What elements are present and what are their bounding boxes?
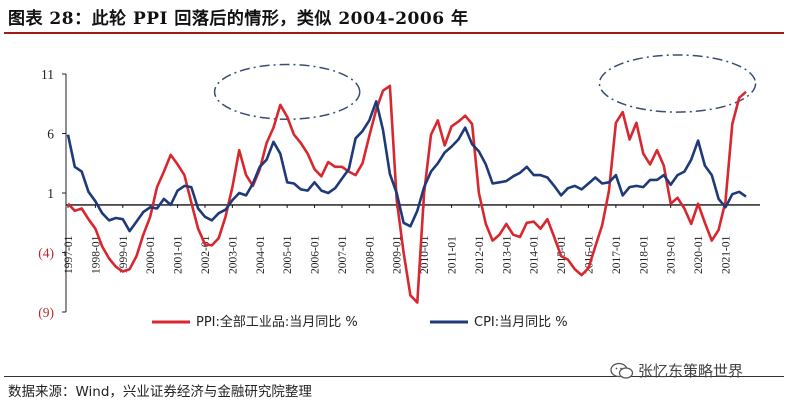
x-tick-label: 1999-01 (118, 235, 130, 274)
x-tick-label: 1997-01 (63, 235, 75, 274)
series-lines (66, 84, 747, 304)
x-tick-label: 2011-01 (447, 236, 459, 274)
ppi-cpi-line-chart: 11 6 1 (4) (9) 1997-01 1998-01 1999-01 2000-01 20… (38, 54, 760, 330)
x-tick-label: 2021-01 (720, 235, 732, 274)
page-title: 图表 28：此轮 PPI 回落后的情形，类似 2004-2006 年 (8, 9, 469, 29)
title-divider (4, 32, 784, 34)
x-tick-label: 2005-01 (282, 235, 294, 274)
footer-divider (4, 376, 784, 377)
x-tick-label: 2001-01 (173, 235, 185, 274)
x-tick-label: 2002-01 (200, 235, 212, 274)
data-source-note: 数据来源：Wind，兴业证券经济与金融研究院整理 (8, 384, 312, 400)
axes: 11 6 1 (4) (9) 1997-01 1998-01 1999-01 2000-01 20… (38, 67, 760, 320)
highlight-ellipse (598, 54, 757, 113)
highlight-ellipse (213, 63, 361, 120)
x-tick-label: 2013-01 (501, 235, 513, 274)
legend: PPI:全部工业品:当月同比 % CPI:当月同比 % (152, 314, 568, 330)
x-tick-label: 2003-01 (227, 235, 239, 274)
x-tick-label: 2015-01 (556, 235, 568, 274)
x-tick-label: 2009-01 (392, 235, 404, 274)
watermark: 张忆东策略世界 (610, 360, 743, 381)
x-tick-label: 2012-01 (474, 235, 486, 274)
x-tick-label: 2006-01 (310, 235, 322, 274)
wechat-icon (610, 362, 634, 379)
x-tick-label: 2019-01 (666, 235, 678, 274)
x-tick-label: 2000-01 (145, 235, 157, 274)
y-tick-label: (9) (38, 305, 54, 320)
x-tick-label: 2020-01 (693, 235, 705, 274)
x-tick-label: 2017-01 (611, 235, 623, 274)
x-tick-label: 1998-01 (90, 235, 102, 274)
x-tick-label: 2016-01 (583, 235, 595, 274)
watermark-text: 张忆东策略世界 (638, 362, 744, 380)
ppi-series-line (67, 84, 747, 304)
y-tick-label: (4) (38, 246, 54, 261)
x-tick-label: 2008-01 (364, 235, 376, 274)
y-tick-label: 6 (47, 127, 54, 142)
x-tick-label: 2007-01 (337, 235, 349, 274)
legend-label-cpi: CPI:当月同比 % (474, 315, 568, 330)
y-tick-label: 11 (41, 67, 54, 82)
x-tick-label: 2014-01 (529, 235, 541, 274)
legend-label-ppi: PPI:全部工业品:当月同比 % (196, 314, 358, 330)
x-tick-label: 2018-01 (638, 235, 650, 274)
x-tick-label: 2004-01 (255, 235, 267, 274)
cpi-series-line (66, 100, 747, 233)
y-tick-label: 1 (47, 186, 54, 201)
annotations (213, 54, 757, 120)
